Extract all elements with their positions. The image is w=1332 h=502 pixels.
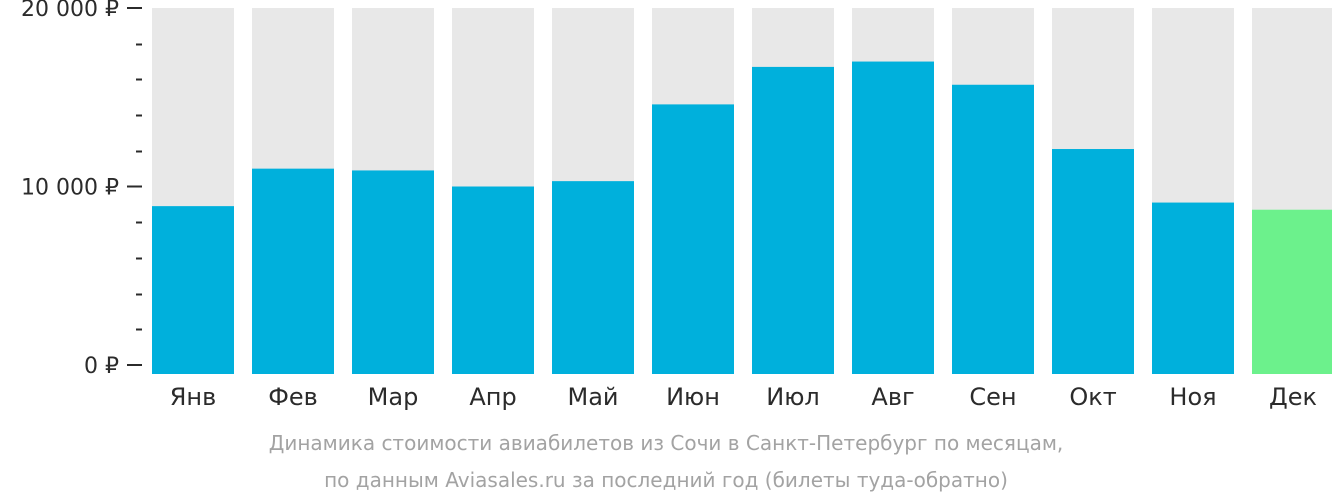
- y-tick-label: 20 000 ₽: [21, 0, 119, 22]
- x-tick-label: Мар: [368, 383, 419, 411]
- x-tick-label: Июн: [666, 383, 720, 411]
- bars-group: [152, 8, 1332, 375]
- x-axis-labels: Янв Фев Мар Апр Май Июн Июл Авг Сен Окт Ноя Дек: [170, 383, 1317, 411]
- bar-Авг[interactable]: [852, 61, 934, 375]
- bar-Янв[interactable]: [152, 206, 234, 374]
- bar-Май[interactable]: [552, 181, 634, 374]
- bar-Окт[interactable]: [1052, 149, 1134, 374]
- bar-Апр[interactable]: [452, 186, 534, 375]
- bar-Фев[interactable]: [252, 168, 334, 374]
- x-tick-label: Май: [567, 383, 618, 411]
- bar-chart: 0 ₽ 10 000 ₽ 20 000 ₽ Янв Фев Мар Апр Май Июн Ию…: [21, 0, 1332, 411]
- y-tick-label: 10 000 ₽: [21, 176, 119, 201]
- bar-Сен[interactable]: [952, 84, 1034, 374]
- x-tick-label: Окт: [1069, 383, 1116, 411]
- bar-Ноя[interactable]: [1152, 202, 1234, 374]
- x-tick-label: Янв: [170, 383, 217, 411]
- bar-Мар[interactable]: [352, 170, 434, 374]
- bar-Дек[interactable]: [1252, 209, 1332, 374]
- x-tick-label: Авг: [871, 383, 914, 411]
- chart-caption-line-2: по данным Aviasales.ru за последний год …: [324, 468, 1008, 492]
- bar-Июн[interactable]: [652, 104, 734, 374]
- y-tick-label: 0 ₽: [84, 354, 119, 379]
- x-tick-label: Апр: [469, 383, 516, 411]
- y-axis: 0 ₽ 10 000 ₽ 20 000 ₽: [21, 0, 142, 379]
- bar-Июл[interactable]: [752, 66, 834, 374]
- x-tick-label: Сен: [969, 383, 1016, 411]
- x-tick-label: Июл: [766, 383, 820, 411]
- x-tick-label: Фев: [268, 383, 318, 411]
- chart-caption-line-1: Динамика стоимости авиабилетов из Сочи в…: [268, 431, 1064, 455]
- x-tick-label: Ноя: [1169, 383, 1216, 411]
- x-tick-label: Дек: [1269, 383, 1317, 411]
